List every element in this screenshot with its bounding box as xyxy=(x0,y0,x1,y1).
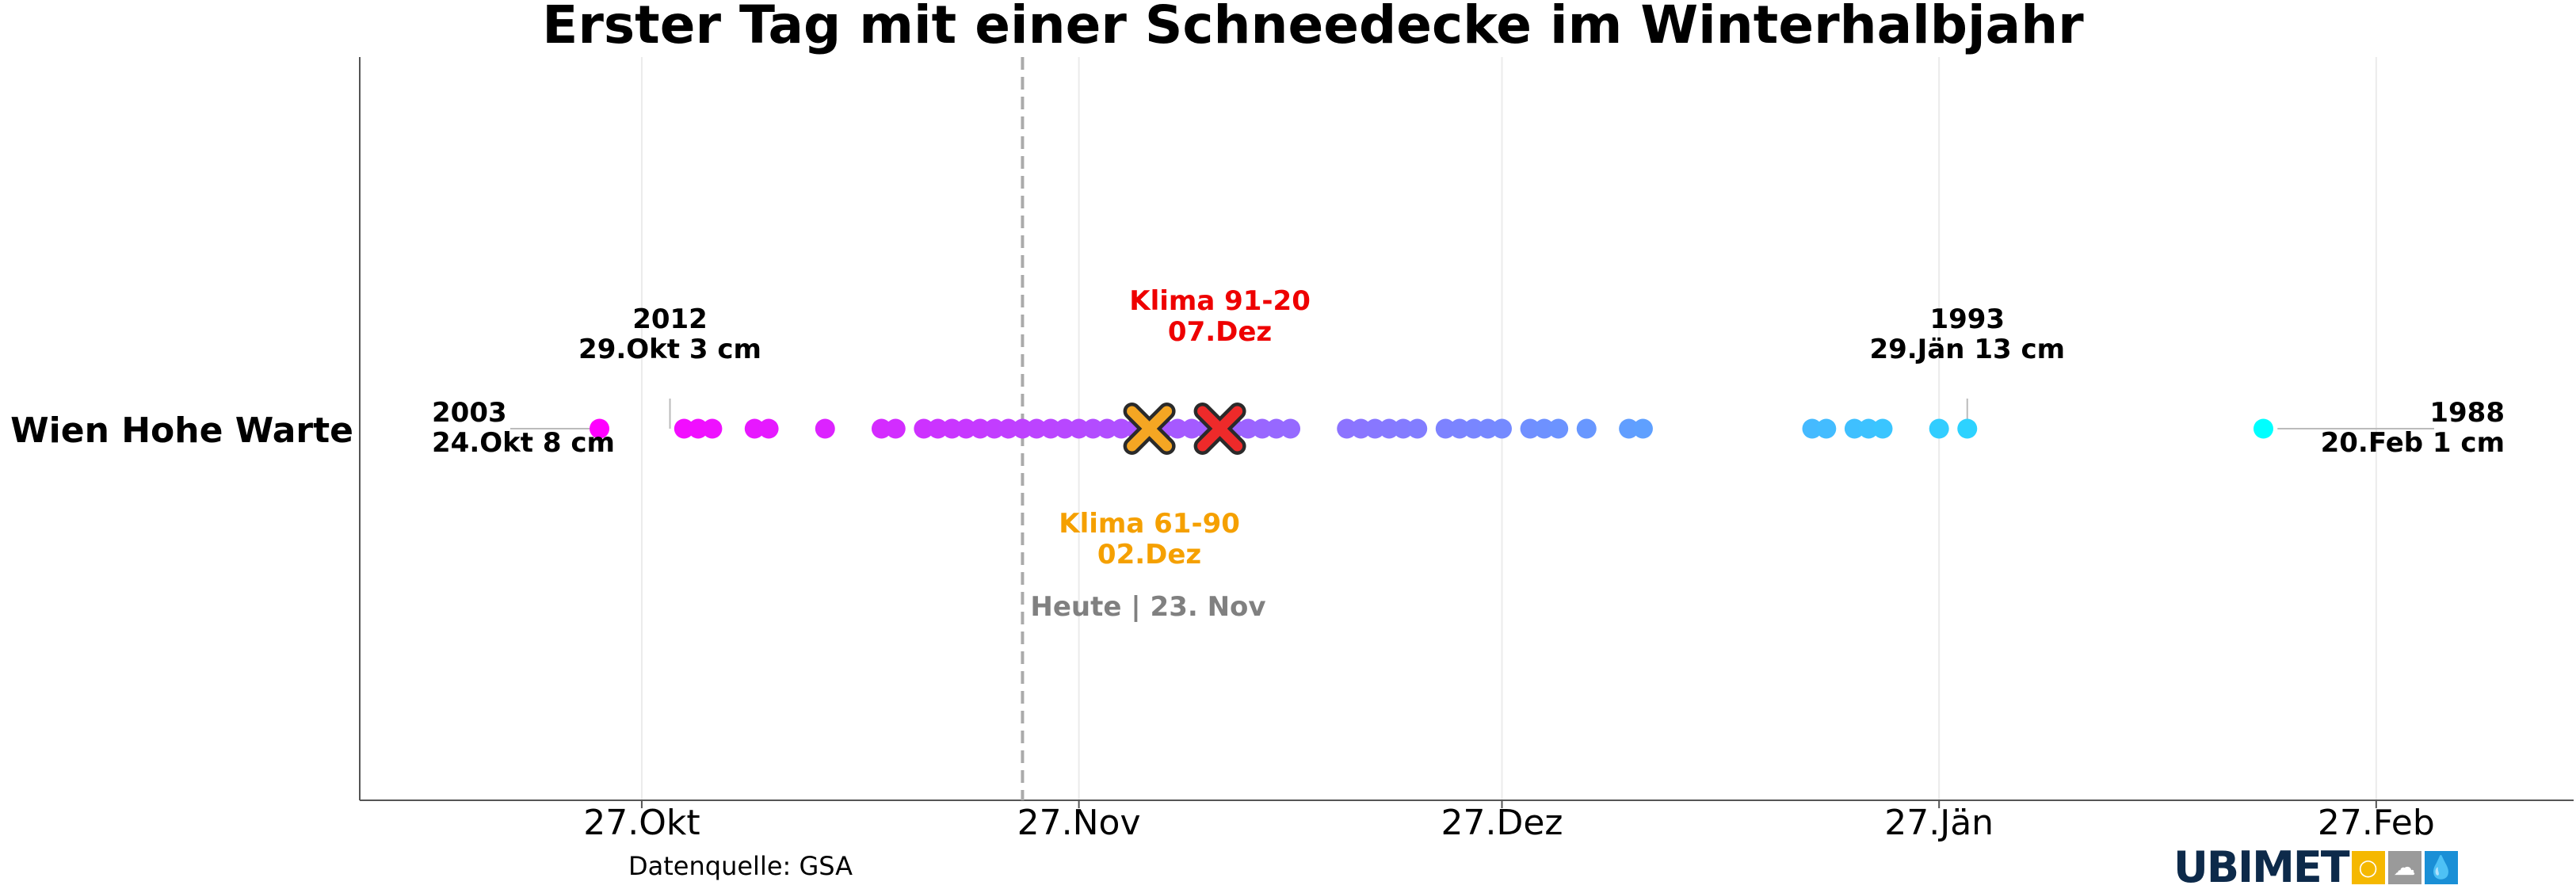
data-point xyxy=(1802,418,1822,439)
data-point xyxy=(1026,418,1047,439)
ubimet-logo: UBIMET ○ ☁ 💧 xyxy=(2173,845,2458,889)
data-point xyxy=(1872,418,1893,439)
data-point xyxy=(1478,418,1498,439)
data-point xyxy=(1040,418,1061,439)
today-marker: Heute | 23. Nov xyxy=(1021,57,1266,800)
data-point xyxy=(1393,418,1414,439)
data-point xyxy=(1548,418,1569,439)
data-point xyxy=(984,418,1005,439)
data-point xyxy=(744,418,765,439)
data-point xyxy=(941,418,962,439)
climate-label: Klima 61-90 xyxy=(1059,508,1240,540)
data-point xyxy=(1082,418,1103,439)
data-point xyxy=(1520,418,1540,439)
data-point xyxy=(590,418,610,439)
data-point xyxy=(871,418,891,439)
chart-title: Erster Tag mit einer Schneedecke im Wint… xyxy=(542,0,2084,55)
climate-date: 07.Dez xyxy=(1168,316,1272,348)
x-tick-label: 27.Feb xyxy=(2318,803,2435,843)
annotation-detail: 24.Okt 8 cm xyxy=(432,427,615,459)
annotation-year: 1988 xyxy=(2429,397,2505,429)
climate-marker-fill xyxy=(1197,406,1243,452)
annotation-detail: 29.Jän 13 cm xyxy=(1869,334,2065,365)
data-point xyxy=(674,418,694,439)
data-point xyxy=(1055,418,1075,439)
x-ticks: 27.Okt 27.Nov 27.Dez 27.Jän 27.Feb xyxy=(583,800,2435,843)
data-point xyxy=(2253,418,2273,439)
data-point xyxy=(1435,418,1456,439)
data-point xyxy=(914,418,934,439)
data-point xyxy=(970,418,990,439)
data-point xyxy=(956,418,976,439)
data-point xyxy=(758,418,779,439)
annotation-connectors xyxy=(510,399,2434,429)
data-point xyxy=(1252,418,1273,439)
data-point xyxy=(885,418,906,439)
data-point xyxy=(1280,418,1301,439)
data-point xyxy=(1167,418,1188,439)
data-point xyxy=(1491,418,1512,439)
climate-marker xyxy=(1123,403,1176,455)
drop-icon: 💧 xyxy=(2424,850,2458,884)
data-point xyxy=(1844,418,1864,439)
x-tick-label: 27.Dez xyxy=(1441,803,1563,843)
data-point xyxy=(1012,418,1032,439)
climate-marker xyxy=(1193,403,1246,455)
data-point xyxy=(1364,418,1385,439)
x-tick-label: 27.Jän xyxy=(1884,803,1994,843)
data-point xyxy=(928,418,948,439)
data-point xyxy=(815,418,835,439)
data-point xyxy=(1858,418,1879,439)
data-point xyxy=(1238,418,1258,439)
logo-text: UBIMET xyxy=(2173,842,2350,892)
data-point xyxy=(1464,418,1484,439)
climate-marker-fill xyxy=(1127,406,1173,452)
data-point xyxy=(1181,418,1202,439)
data-point xyxy=(1097,418,1117,439)
data-point xyxy=(998,418,1019,439)
cloud-icon: ☁ xyxy=(2387,850,2421,884)
climate-date: 02.Dez xyxy=(1097,539,1201,571)
today-label: Heute | 23. Nov xyxy=(1030,591,1265,623)
station-label: Wien Hohe Warte xyxy=(10,410,353,451)
annotation-detail: 20.Feb 1 cm xyxy=(2321,427,2505,459)
annotation-year: 2003 xyxy=(432,397,507,429)
data-point xyxy=(1337,418,1357,439)
source-label: Datenquelle: GSA xyxy=(628,851,853,881)
data-point xyxy=(1069,418,1090,439)
data-points xyxy=(590,418,2273,439)
data-point xyxy=(688,418,708,439)
data-point xyxy=(1407,418,1428,439)
data-point xyxy=(1957,418,1978,439)
x-tick-label: 27.Nov xyxy=(1017,803,1141,843)
data-point xyxy=(1929,418,1949,439)
annotation-year: 1993 xyxy=(1929,303,2005,335)
data-point xyxy=(1351,418,1372,439)
annotation-year: 2012 xyxy=(632,303,708,335)
data-point xyxy=(1266,418,1287,439)
data-point xyxy=(1816,418,1837,439)
data-point xyxy=(1111,418,1132,439)
data-point xyxy=(1632,418,1653,439)
climate-label: Klima 91-20 xyxy=(1129,285,1311,317)
data-point xyxy=(1379,418,1399,439)
x-tick-label: 27.Okt xyxy=(583,803,700,843)
data-point xyxy=(1449,418,1470,439)
data-point xyxy=(1619,418,1639,439)
sun-icon: ○ xyxy=(2351,850,2385,884)
annotation-detail: 29.Okt 3 cm xyxy=(578,334,761,365)
data-point xyxy=(1534,418,1555,439)
data-point xyxy=(1576,418,1597,439)
data-point xyxy=(702,418,723,439)
